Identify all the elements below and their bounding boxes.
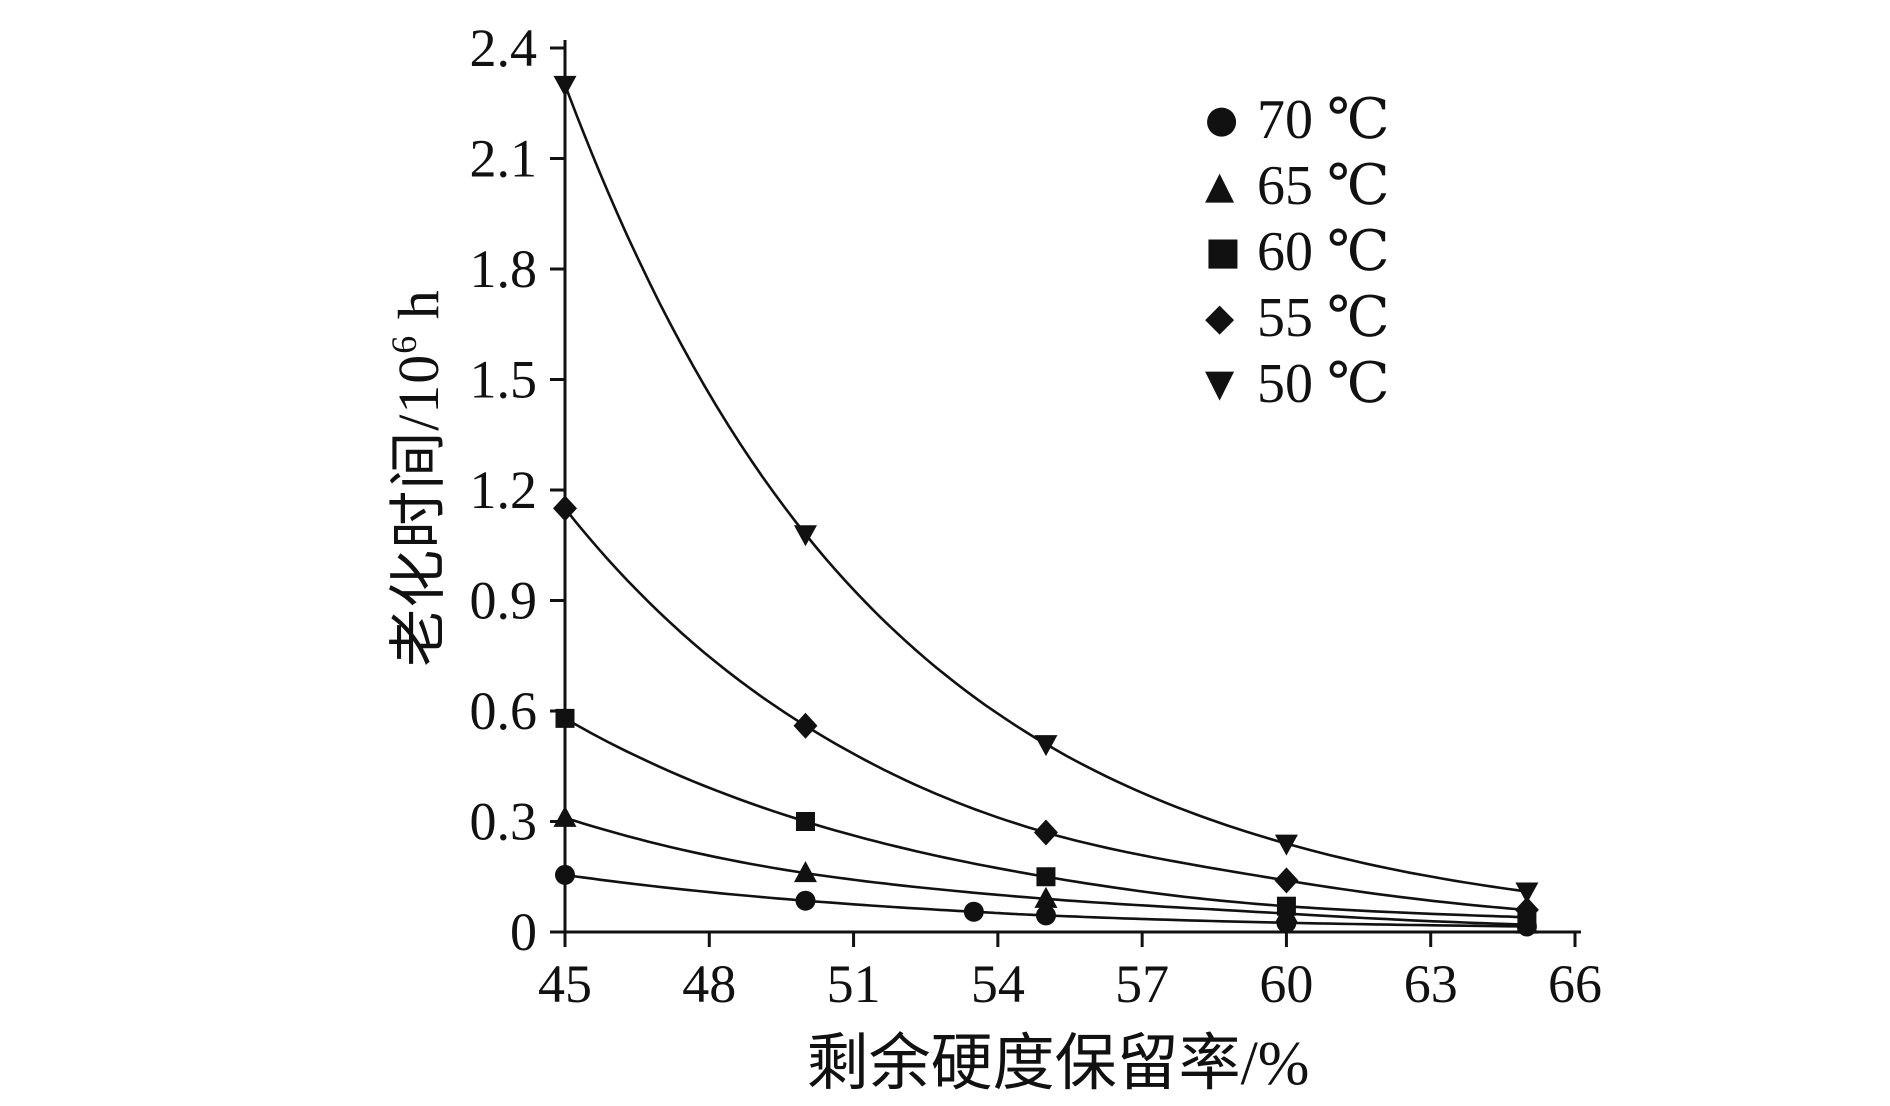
legend-label: 70 ℃ <box>1257 88 1390 151</box>
legend-item: ◆ 55 ℃ <box>1205 284 1390 350</box>
svg-text:2.4: 2.4 <box>470 18 538 78</box>
svg-text:48: 48 <box>682 954 736 1014</box>
legend-label: 65 ℃ <box>1257 154 1390 217</box>
legend-item: ● 70 ℃ <box>1205 86 1390 152</box>
legend-item: ▲ 65 ℃ <box>1205 152 1390 218</box>
legend-item: ▼ 50 ℃ <box>1205 350 1390 416</box>
svg-text:1.8: 1.8 <box>470 239 538 299</box>
svg-text:1.2: 1.2 <box>470 460 538 520</box>
svg-text:57: 57 <box>1115 954 1169 1014</box>
diamond-marker-icon: ◆ <box>1205 295 1235 339</box>
legend-label: 50 ℃ <box>1257 352 1390 415</box>
x-axis-title: 剩余硬度保留率/% <box>806 1030 1310 1098</box>
svg-text:0.9: 0.9 <box>470 571 538 631</box>
y-axis-title-unit: h <box>386 289 451 335</box>
square-marker-icon: ■ <box>1205 229 1241 273</box>
svg-text:0: 0 <box>510 902 537 962</box>
circle-marker-icon: ● <box>1205 97 1239 141</box>
svg-text:45: 45 <box>538 954 592 1014</box>
svg-text:0.6: 0.6 <box>470 681 538 741</box>
svg-text:54: 54 <box>971 954 1025 1014</box>
svg-text:1.5: 1.5 <box>470 350 538 410</box>
svg-text:60: 60 <box>1259 954 1313 1014</box>
legend-item: ■ 60 ℃ <box>1205 218 1390 284</box>
triangle-up-marker-icon: ▲ <box>1205 163 1235 207</box>
svg-text:51: 51 <box>827 954 881 1014</box>
svg-text:0.3: 0.3 <box>470 792 538 852</box>
triangle-down-marker-icon: ▼ <box>1205 361 1235 405</box>
legend-label: 55 ℃ <box>1257 286 1390 349</box>
legend-label: 60 ℃ <box>1257 220 1390 283</box>
legend: ● 70 ℃ ▲ 65 ℃ ■ 60 ℃ ◆ 55 ℃ ▼ 50 ℃ <box>1205 86 1390 416</box>
y-axis-title: 老化时间/106 h <box>371 289 455 667</box>
svg-text:2.1: 2.1 <box>470 129 538 189</box>
y-axis-title-text: 老化时间/10 <box>386 353 451 667</box>
svg-text:66: 66 <box>1548 954 1602 1014</box>
svg-text:63: 63 <box>1404 954 1458 1014</box>
y-axis-title-superscript: 6 <box>384 334 424 354</box>
